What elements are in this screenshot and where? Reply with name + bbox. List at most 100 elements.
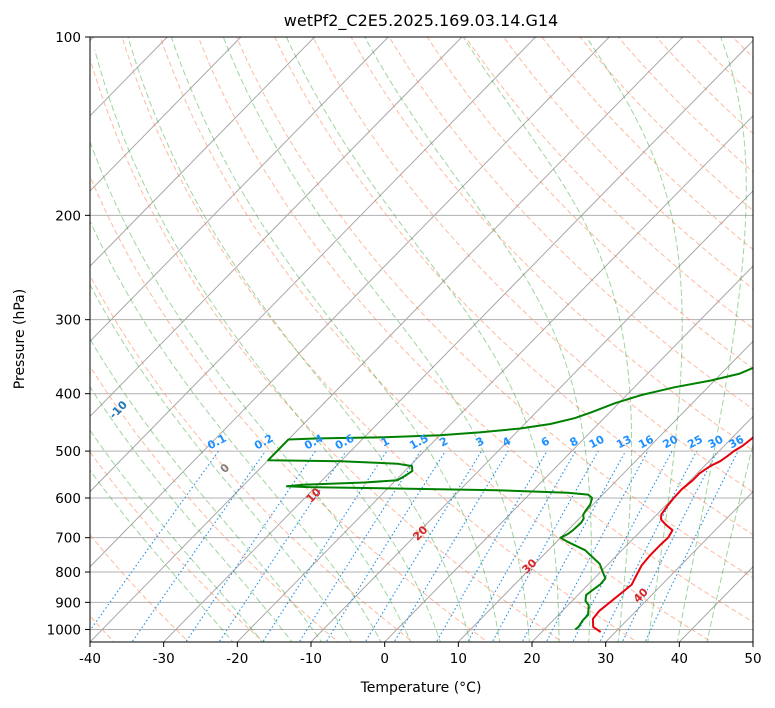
dewpoint-profile-line [267, 366, 753, 631]
moist-adiabat-line [90, 283, 352, 642]
dry-adiabat-line [90, 274, 414, 642]
y-tick-label: 700 [55, 531, 81, 547]
mixing-ratio-label: 13 [614, 433, 634, 452]
mixing-ratio-label: 10 [587, 433, 607, 452]
mixing-ratio-line [90, 450, 220, 632]
moist-adiabat-line [364, 37, 592, 642]
moist-adiabat-line [706, 442, 753, 642]
moist-adiabat-line [94, 49, 441, 642]
y-tick-label: 400 [55, 387, 81, 403]
x-tick-label: 0 [380, 651, 389, 667]
x-tick-label: -10 [300, 651, 322, 667]
dry-adiabat-line [757, 24, 775, 645]
chart-title: wetPf2_C2E5.2025.169.03.14.G14 [284, 11, 558, 31]
y-tick-label: 800 [55, 565, 81, 581]
mixing-ratio-line [218, 450, 347, 642]
dry-adiabat-line [617, 37, 753, 173]
dry-adiabat-line [655, 37, 753, 135]
mixing-ratio-line [599, 450, 698, 642]
moist-adiabat-line [585, 37, 683, 642]
mixing-ratio-line [298, 450, 422, 642]
dry-adiabat-line [388, 37, 753, 410]
mixing-ratio-line [131, 450, 266, 642]
dry-adiabat-label: 20 [410, 523, 430, 543]
mixing-ratio-label: 8 [568, 434, 581, 449]
moist-adiabat-line [90, 140, 412, 642]
dry-adiabat-label: 30 [519, 556, 539, 576]
dry-adiabat-line [90, 533, 190, 642]
x-tick-label: 20 [523, 651, 540, 667]
mixing-ratio-label: 0.4 [302, 432, 326, 453]
moist-adiabat-line [90, 337, 323, 642]
dry-adiabat-line [90, 57, 564, 642]
mixing-ratio-line [262, 450, 388, 642]
y-tick-label: 600 [55, 491, 81, 507]
dry-adiabat-line [121, 37, 638, 642]
isotherm-line [90, 37, 684, 642]
mixing-ratio-label: 16 [636, 433, 656, 452]
mixing-ratio-line [435, 450, 548, 642]
moist-adiabat-line [170, 37, 501, 642]
isotherm-line [90, 37, 610, 568]
mixing-ratio-line [325, 450, 446, 642]
moist-adiabat-line [90, 385, 293, 642]
mixing-ratio-line [521, 450, 627, 642]
y-tick-label: 200 [55, 208, 81, 224]
moist-adiabat-line [90, 469, 234, 642]
moist-adiabat-line [90, 429, 264, 642]
isotherm-line [457, 340, 753, 642]
mixing-ratio-label: 25 [685, 433, 705, 452]
y-tick-label: 500 [55, 444, 81, 460]
mixing-ratio-label: 6 [539, 434, 552, 449]
x-tick-label: 50 [744, 651, 761, 667]
isotherm-line [310, 190, 753, 642]
y-tick-label: 900 [55, 595, 81, 611]
moist-adiabat-line [462, 37, 633, 642]
mixing-ratio-line [545, 450, 649, 642]
mixing-ratio-label: 20 [661, 433, 681, 452]
y-axis-label: Pressure (hPa) [12, 289, 28, 389]
isotherm-line [236, 115, 753, 642]
mixing-ratio-line [621, 450, 718, 642]
y-tick-label: 100 [55, 30, 81, 46]
dry-adiabat-line [197, 37, 753, 623]
x-tick-label: 30 [597, 651, 614, 667]
dry-adiabat-line [159, 37, 713, 642]
dry-adiabat-line [236, 37, 753, 579]
x-axis-label: Temperature (°C) [360, 680, 482, 696]
mixing-ratio-label: 30 [706, 433, 726, 452]
isotherm-line [678, 566, 753, 642]
mixing-ratio-label: 3 [474, 434, 487, 449]
isotherm-line [90, 37, 316, 267]
dry-adiabat-line [731, 37, 753, 59]
x-tick-label: 10 [450, 651, 467, 667]
dry-adiabat-line [90, 451, 265, 642]
dry-adiabat-line [350, 37, 753, 451]
isotherm-line [162, 39, 753, 642]
mixing-ratio-label: 36 [727, 433, 747, 452]
plot-frame [89, 36, 754, 643]
isotherm-line [90, 37, 463, 418]
isotherm-line [383, 265, 753, 642]
dry-adiabat-line [274, 37, 753, 536]
moist-adiabat-line [285, 37, 560, 642]
x-tick-label: -30 [153, 651, 175, 667]
mixing-ratio-line [466, 450, 577, 642]
dry-adiabat-line [90, 365, 340, 642]
moist-adiabat-line [676, 37, 747, 642]
mixing-ratio-line [185, 450, 316, 642]
dry-adiabat-line [693, 37, 753, 97]
dry-adiabat-line [312, 37, 753, 493]
dry-adiabat-line [90, 175, 489, 642]
mixing-ratio-line [572, 450, 673, 642]
isotherm-line [531, 415, 753, 642]
y-tick-label: 300 [55, 313, 81, 329]
temperature-profile-line [591, 435, 753, 633]
isotherm-line [90, 37, 242, 192]
isotherm-line [90, 37, 389, 343]
isotherm-line [604, 490, 753, 642]
dry-adiabat-line [579, 37, 753, 212]
dry-adiabat-line [502, 37, 753, 290]
dry-adiabat-line [426, 37, 753, 370]
